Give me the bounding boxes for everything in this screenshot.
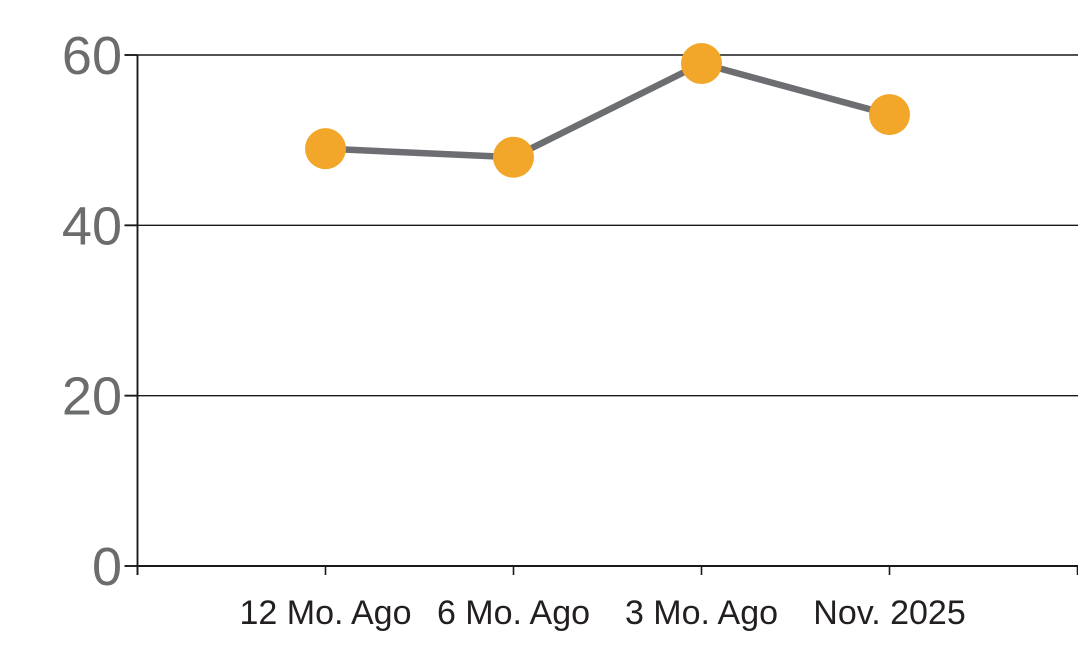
y-tick-label: 60 <box>62 26 122 86</box>
series-line <box>322 60 893 161</box>
data-point-marker <box>681 43 722 85</box>
x-tick-label: 3 Mo. Ago <box>625 594 778 632</box>
y-tick-label: 20 <box>62 367 122 427</box>
data-point-marker <box>305 128 346 170</box>
data-point-marker <box>493 136 534 178</box>
y-tick-label: 0 <box>92 537 122 597</box>
x-tick-label: Nov. 2025 <box>813 594 965 632</box>
data-point-marker <box>869 94 910 136</box>
x-tick-label: 12 Mo. Ago <box>239 594 411 632</box>
y-tick-label: 40 <box>62 196 122 256</box>
x-tick-label: 6 Mo. Ago <box>437 594 590 632</box>
